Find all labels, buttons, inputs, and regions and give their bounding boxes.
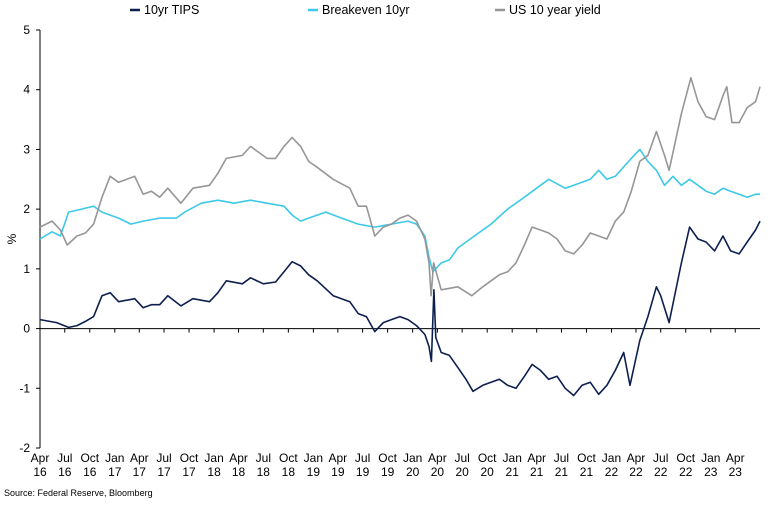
x-tick-label-month: Apr (31, 451, 50, 465)
x-tick-label-year: 23 (704, 465, 718, 479)
x-tick-label-year: 18 (257, 465, 271, 479)
x-tick-label-month: Jan (204, 451, 223, 465)
series-line-10yr-tips (39, 220, 761, 397)
x-tick-label-year: 21 (506, 465, 520, 479)
x-tick-label-month: Apr (627, 451, 646, 465)
x-tick-label-year: 19 (331, 465, 345, 479)
x-tick-label-month: Apr (329, 451, 348, 465)
series-line-breakeven-10yr (39, 148, 760, 273)
series-line-us-10-year-yield (39, 77, 761, 297)
x-tick-label-year: 17 (133, 465, 147, 479)
x-tick-label-year: 18 (207, 465, 221, 479)
x-tick-label-month: Apr (527, 451, 546, 465)
x-tick-label-year: 19 (381, 465, 395, 479)
x-tick-label-month: Jul (554, 451, 569, 465)
x-tick-label-year: 17 (157, 465, 171, 479)
y-tick-label: 4 (23, 83, 30, 97)
y-tick-label: 0 (23, 322, 30, 336)
x-tick-label-month: Jul (57, 451, 72, 465)
x-tick-label-year: 22 (605, 465, 619, 479)
x-tick-label-month: Jan (701, 451, 720, 465)
chart-axes: -2-1012345%Apr16Jul16Oct16Jan17Apr17Jul1… (5, 23, 760, 479)
y-tick-label: -1 (19, 381, 30, 395)
y-tick-label: 2 (23, 202, 30, 216)
x-tick-label-month: Oct (577, 451, 596, 465)
x-tick-label-month: Oct (478, 451, 497, 465)
x-tick-label-month: Apr (428, 451, 447, 465)
x-tick-label-year: 16 (33, 465, 47, 479)
x-tick-label-month: Oct (279, 451, 298, 465)
x-tick-label-month: Oct (80, 451, 99, 465)
x-tick-label-month: Apr (229, 451, 248, 465)
x-tick-label-year: 20 (455, 465, 469, 479)
x-tick-label-month: Jan (304, 451, 323, 465)
x-tick-label-month: Oct (180, 451, 199, 465)
x-tick-label-year: 17 (108, 465, 122, 479)
x-tick-label-month: Oct (378, 451, 397, 465)
y-axis-label: % (5, 233, 19, 244)
x-tick-label-month: Jan (105, 451, 124, 465)
legend-label: 10yr TIPS (144, 3, 199, 17)
x-tick-label-month: Jul (355, 451, 370, 465)
x-tick-label-year: 19 (307, 465, 321, 479)
x-tick-label-year: 18 (232, 465, 246, 479)
x-tick-label-year: 21 (555, 465, 569, 479)
x-tick-label-year: 19 (356, 465, 370, 479)
x-tick-label-month: Jan (503, 451, 522, 465)
x-tick-label-year: 20 (431, 465, 445, 479)
x-tick-label-month: Jul (156, 451, 171, 465)
y-tick-label: 3 (23, 142, 30, 156)
x-tick-label-month: Apr (726, 451, 745, 465)
chart-legend: 10yr TIPS Breakeven 10yr US 10 year yield (130, 3, 601, 17)
x-tick-label-year: 21 (530, 465, 544, 479)
x-tick-label-month: Jan (602, 451, 621, 465)
legend-label: US 10 year yield (509, 3, 601, 17)
x-tick-label-year: 16 (83, 465, 97, 479)
x-tick-label-month: Jul (256, 451, 271, 465)
x-tick-label-year: 22 (679, 465, 693, 479)
x-tick-label-year: 18 (282, 465, 296, 479)
x-tick-label-year: 16 (58, 465, 72, 479)
x-tick-label-year: 22 (629, 465, 643, 479)
y-tick-label: 1 (23, 262, 30, 276)
y-tick-label: -2 (19, 441, 30, 455)
legend-label: Breakeven 10yr (322, 3, 410, 17)
chart-series (39, 77, 761, 397)
x-tick-label-year: 21 (580, 465, 594, 479)
y-tick-label: 5 (23, 23, 30, 37)
x-tick-label-month: Jul (653, 451, 668, 465)
x-tick-label-year: 20 (406, 465, 420, 479)
x-tick-label-year: 20 (480, 465, 494, 479)
x-tick-label-month: Jan (403, 451, 422, 465)
x-tick-label-year: 23 (729, 465, 743, 479)
x-tick-label-month: Jul (454, 451, 469, 465)
x-tick-label-month: Oct (676, 451, 695, 465)
x-tick-label-year: 17 (182, 465, 196, 479)
x-tick-label-year: 22 (654, 465, 668, 479)
x-tick-label-month: Apr (130, 451, 149, 465)
source-note: Source: Federal Reserve, Bloomberg (4, 488, 153, 498)
